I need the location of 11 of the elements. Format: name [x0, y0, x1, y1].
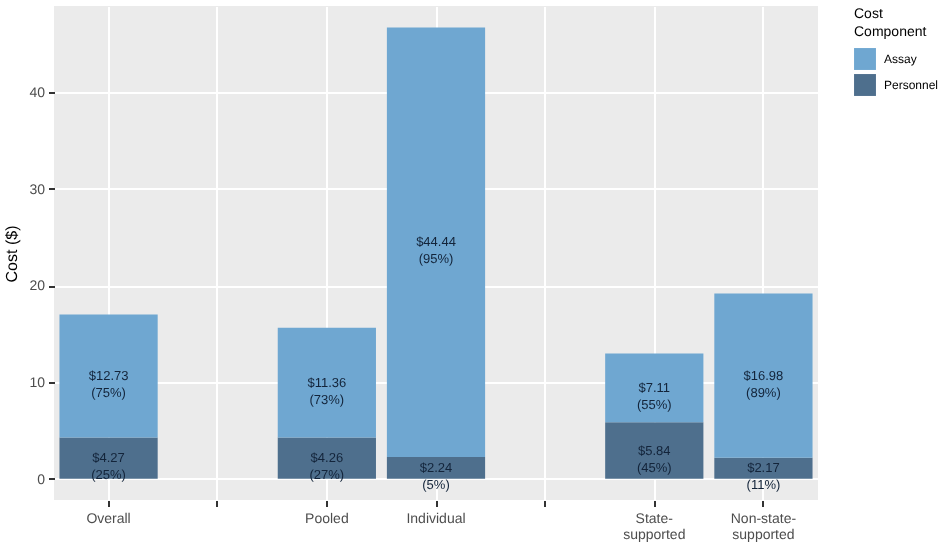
bar — [277, 437, 376, 479]
bar — [714, 293, 813, 458]
bar — [386, 457, 486, 479]
bar — [59, 314, 158, 438]
bar — [605, 422, 704, 479]
bar — [386, 27, 486, 458]
y-axis-title: Cost ($) — [3, 224, 22, 283]
bar — [714, 457, 813, 479]
bar — [605, 353, 704, 423]
bar — [277, 327, 376, 438]
bar — [59, 437, 158, 479]
